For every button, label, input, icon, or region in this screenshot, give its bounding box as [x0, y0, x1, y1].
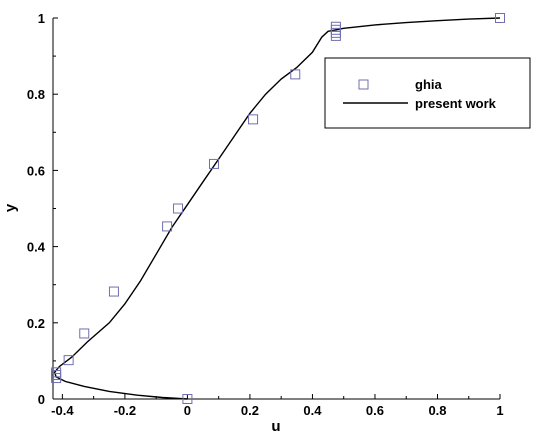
- ghia-point: [51, 367, 62, 378]
- x-tick-label: -0.2: [114, 403, 136, 418]
- series-layer: [51, 13, 505, 404]
- ghia-point: [63, 355, 74, 366]
- x-tick-label: -0.4: [51, 403, 74, 418]
- y-tick-label: 1: [38, 11, 45, 26]
- ghia-point: [208, 158, 219, 169]
- ghia-point: [173, 203, 184, 214]
- ghia-point: [108, 286, 119, 297]
- y-axis-label: y: [2, 203, 19, 212]
- legend-ghia-marker: [358, 79, 369, 90]
- ghia-point: [330, 30, 341, 41]
- y-axis: 0 0.2 0.4 0.6 0.8 1: [27, 11, 58, 407]
- x-axis-label: u: [271, 418, 280, 432]
- y-tick-label: 0.4: [27, 240, 46, 255]
- ghia-point: [182, 394, 193, 404]
- x-tick-label: 0.6: [366, 403, 384, 418]
- x-tick-label: 0.8: [428, 403, 446, 418]
- x-axis: -0.4 -0.2 0 0.2 0.4 0.6 0.8 1: [51, 394, 504, 418]
- legend-ghia-label: ghia: [415, 77, 442, 92]
- x-tick-label: 0.2: [241, 403, 259, 418]
- ghia-point: [495, 13, 505, 23]
- legend-present-work-label: present work: [415, 96, 497, 111]
- ghia-point: [330, 21, 341, 32]
- x-tick-label: 0.4: [303, 403, 322, 418]
- ghia-point: [162, 221, 173, 232]
- y-tick-label: 0.8: [27, 87, 45, 102]
- present-work-line: [53, 17, 501, 400]
- ghia-point: [79, 328, 90, 339]
- x-tick-label: 1: [496, 403, 503, 418]
- legend: ghia present work: [324, 57, 531, 129]
- ghia-point: [290, 69, 301, 80]
- y-tick-label: 0: [38, 392, 45, 407]
- ghia-point: [248, 114, 259, 125]
- x-tick-label: 0: [184, 403, 191, 418]
- y-tick-label: 0.2: [27, 316, 45, 331]
- legend-box: [324, 57, 531, 129]
- y-tick-label: 0.6: [27, 163, 45, 178]
